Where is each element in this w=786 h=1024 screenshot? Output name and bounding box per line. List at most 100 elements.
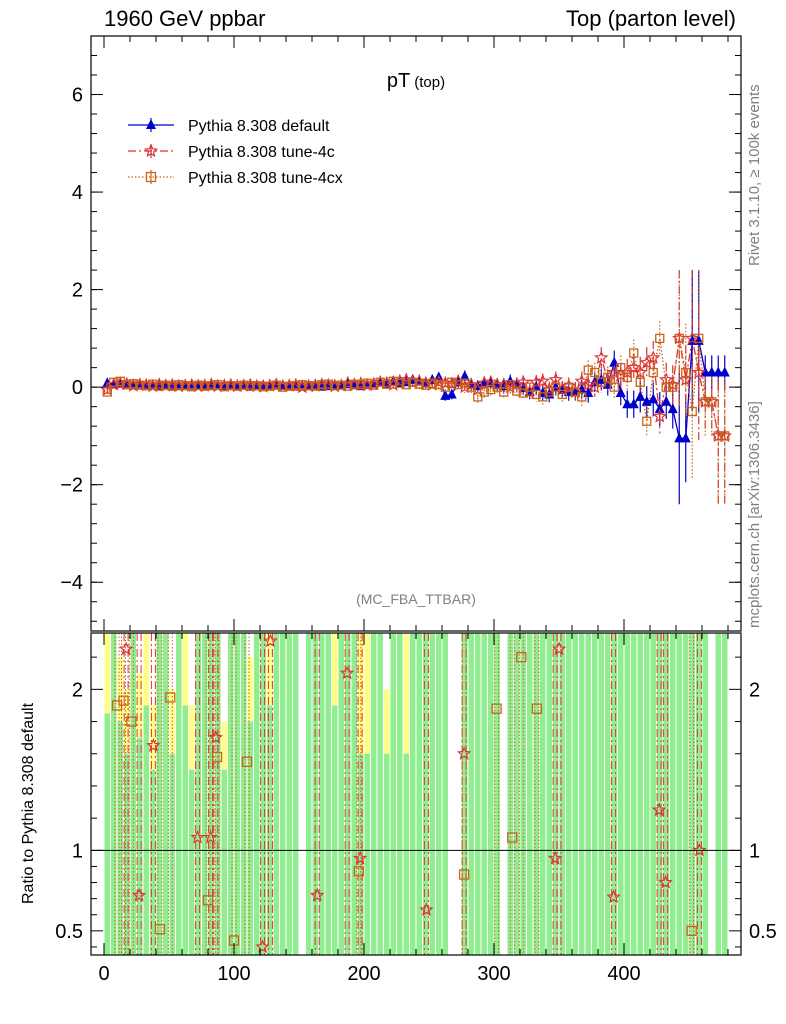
green-band bbox=[410, 633, 416, 955]
data-point bbox=[226, 381, 236, 391]
legend-marker bbox=[145, 171, 157, 183]
x-tick-label: 200 bbox=[347, 963, 380, 985]
data-point bbox=[200, 381, 210, 391]
data-point bbox=[609, 382, 619, 392]
data-point bbox=[336, 380, 346, 390]
ratio-point bbox=[531, 703, 543, 714]
green-band bbox=[715, 633, 721, 955]
green-band bbox=[618, 633, 624, 955]
data-point bbox=[135, 380, 145, 390]
green-band bbox=[592, 633, 598, 955]
x-tick-label: 400 bbox=[607, 963, 640, 985]
ratio-point bbox=[658, 874, 673, 889]
data-point bbox=[369, 380, 379, 390]
data-point bbox=[466, 382, 476, 392]
ratio-point bbox=[353, 866, 364, 877]
green-band bbox=[657, 633, 663, 955]
analysis-tag: (MC_FBA_TTBAR) bbox=[356, 591, 476, 607]
green-band bbox=[423, 633, 429, 955]
data-point bbox=[574, 373, 590, 388]
green-band bbox=[241, 633, 247, 955]
header-right: Top (parton level) bbox=[566, 6, 736, 31]
green-band bbox=[403, 753, 409, 955]
ratio-point bbox=[606, 889, 621, 904]
green-band bbox=[494, 633, 500, 955]
data-point bbox=[128, 379, 138, 389]
data-point bbox=[719, 366, 730, 377]
green-band bbox=[546, 633, 552, 955]
ratio-point bbox=[551, 641, 567, 656]
data-point bbox=[580, 377, 596, 391]
data-point bbox=[411, 373, 427, 388]
data-point bbox=[635, 390, 646, 401]
data-point bbox=[382, 379, 392, 389]
green-band bbox=[377, 633, 383, 955]
green-band bbox=[280, 633, 286, 955]
data-point bbox=[245, 381, 255, 391]
legend: Pythia 8.308 default Pythia 8.308 tune-4c… bbox=[128, 118, 343, 187]
data-point bbox=[635, 377, 645, 387]
green-band bbox=[702, 633, 708, 955]
data-point bbox=[414, 379, 424, 389]
green-band bbox=[117, 721, 123, 955]
green-band bbox=[260, 633, 266, 955]
ratio-point bbox=[507, 832, 518, 843]
data-point bbox=[687, 406, 697, 417]
data-point bbox=[629, 348, 639, 358]
green-band bbox=[338, 633, 344, 955]
data-point bbox=[680, 432, 691, 443]
ratio-point bbox=[126, 716, 137, 727]
data-point bbox=[479, 387, 489, 397]
data-point bbox=[310, 381, 320, 391]
data-point bbox=[616, 362, 626, 373]
data-point bbox=[453, 380, 463, 390]
ratio-point bbox=[202, 895, 214, 906]
data-point bbox=[317, 380, 327, 390]
data-point bbox=[141, 381, 151, 391]
green-band bbox=[247, 721, 253, 955]
ratio-y-tick-label-right: 1 bbox=[749, 840, 760, 862]
x-tick-label: 100 bbox=[217, 963, 250, 985]
ratio-point bbox=[419, 902, 434, 917]
data-point bbox=[720, 431, 730, 441]
data-point bbox=[323, 379, 333, 389]
legend-entry: Pythia 8.308 tune-4c bbox=[188, 144, 335, 161]
data-point bbox=[434, 380, 444, 390]
x-tick-label: 0 bbox=[98, 963, 109, 985]
ratio-y-tick-label-right: 0.5 bbox=[749, 921, 777, 943]
green-band bbox=[371, 633, 377, 955]
data-point bbox=[232, 381, 242, 391]
green-band bbox=[566, 633, 572, 955]
green-band bbox=[572, 633, 578, 955]
green-band bbox=[137, 737, 143, 955]
data-point bbox=[639, 355, 655, 369]
data-point bbox=[642, 416, 652, 426]
green-band bbox=[527, 633, 533, 955]
ratio-point bbox=[339, 665, 355, 680]
data-point bbox=[446, 388, 457, 399]
green-band bbox=[475, 633, 481, 955]
green-band bbox=[364, 753, 370, 955]
green-band bbox=[644, 633, 650, 955]
ratio-point bbox=[208, 730, 223, 744]
green-band bbox=[176, 633, 182, 955]
green-band bbox=[111, 633, 117, 955]
data-point bbox=[174, 380, 184, 390]
green-band bbox=[676, 633, 682, 955]
data-point bbox=[512, 386, 522, 396]
data-point bbox=[206, 381, 216, 391]
y-tick-label: −2 bbox=[60, 475, 83, 497]
green-band bbox=[670, 633, 676, 955]
y-tick-label: 6 bbox=[72, 85, 83, 107]
green-band bbox=[605, 633, 611, 955]
data-point bbox=[654, 403, 665, 414]
data-point bbox=[564, 382, 574, 392]
green-band bbox=[533, 633, 539, 955]
green-band bbox=[163, 633, 169, 955]
ratio-point bbox=[146, 738, 161, 752]
y-tick-label: 4 bbox=[72, 182, 83, 204]
ratio-y-tick-label: 2 bbox=[72, 679, 83, 701]
data-point bbox=[583, 365, 593, 375]
green-band bbox=[663, 633, 669, 955]
